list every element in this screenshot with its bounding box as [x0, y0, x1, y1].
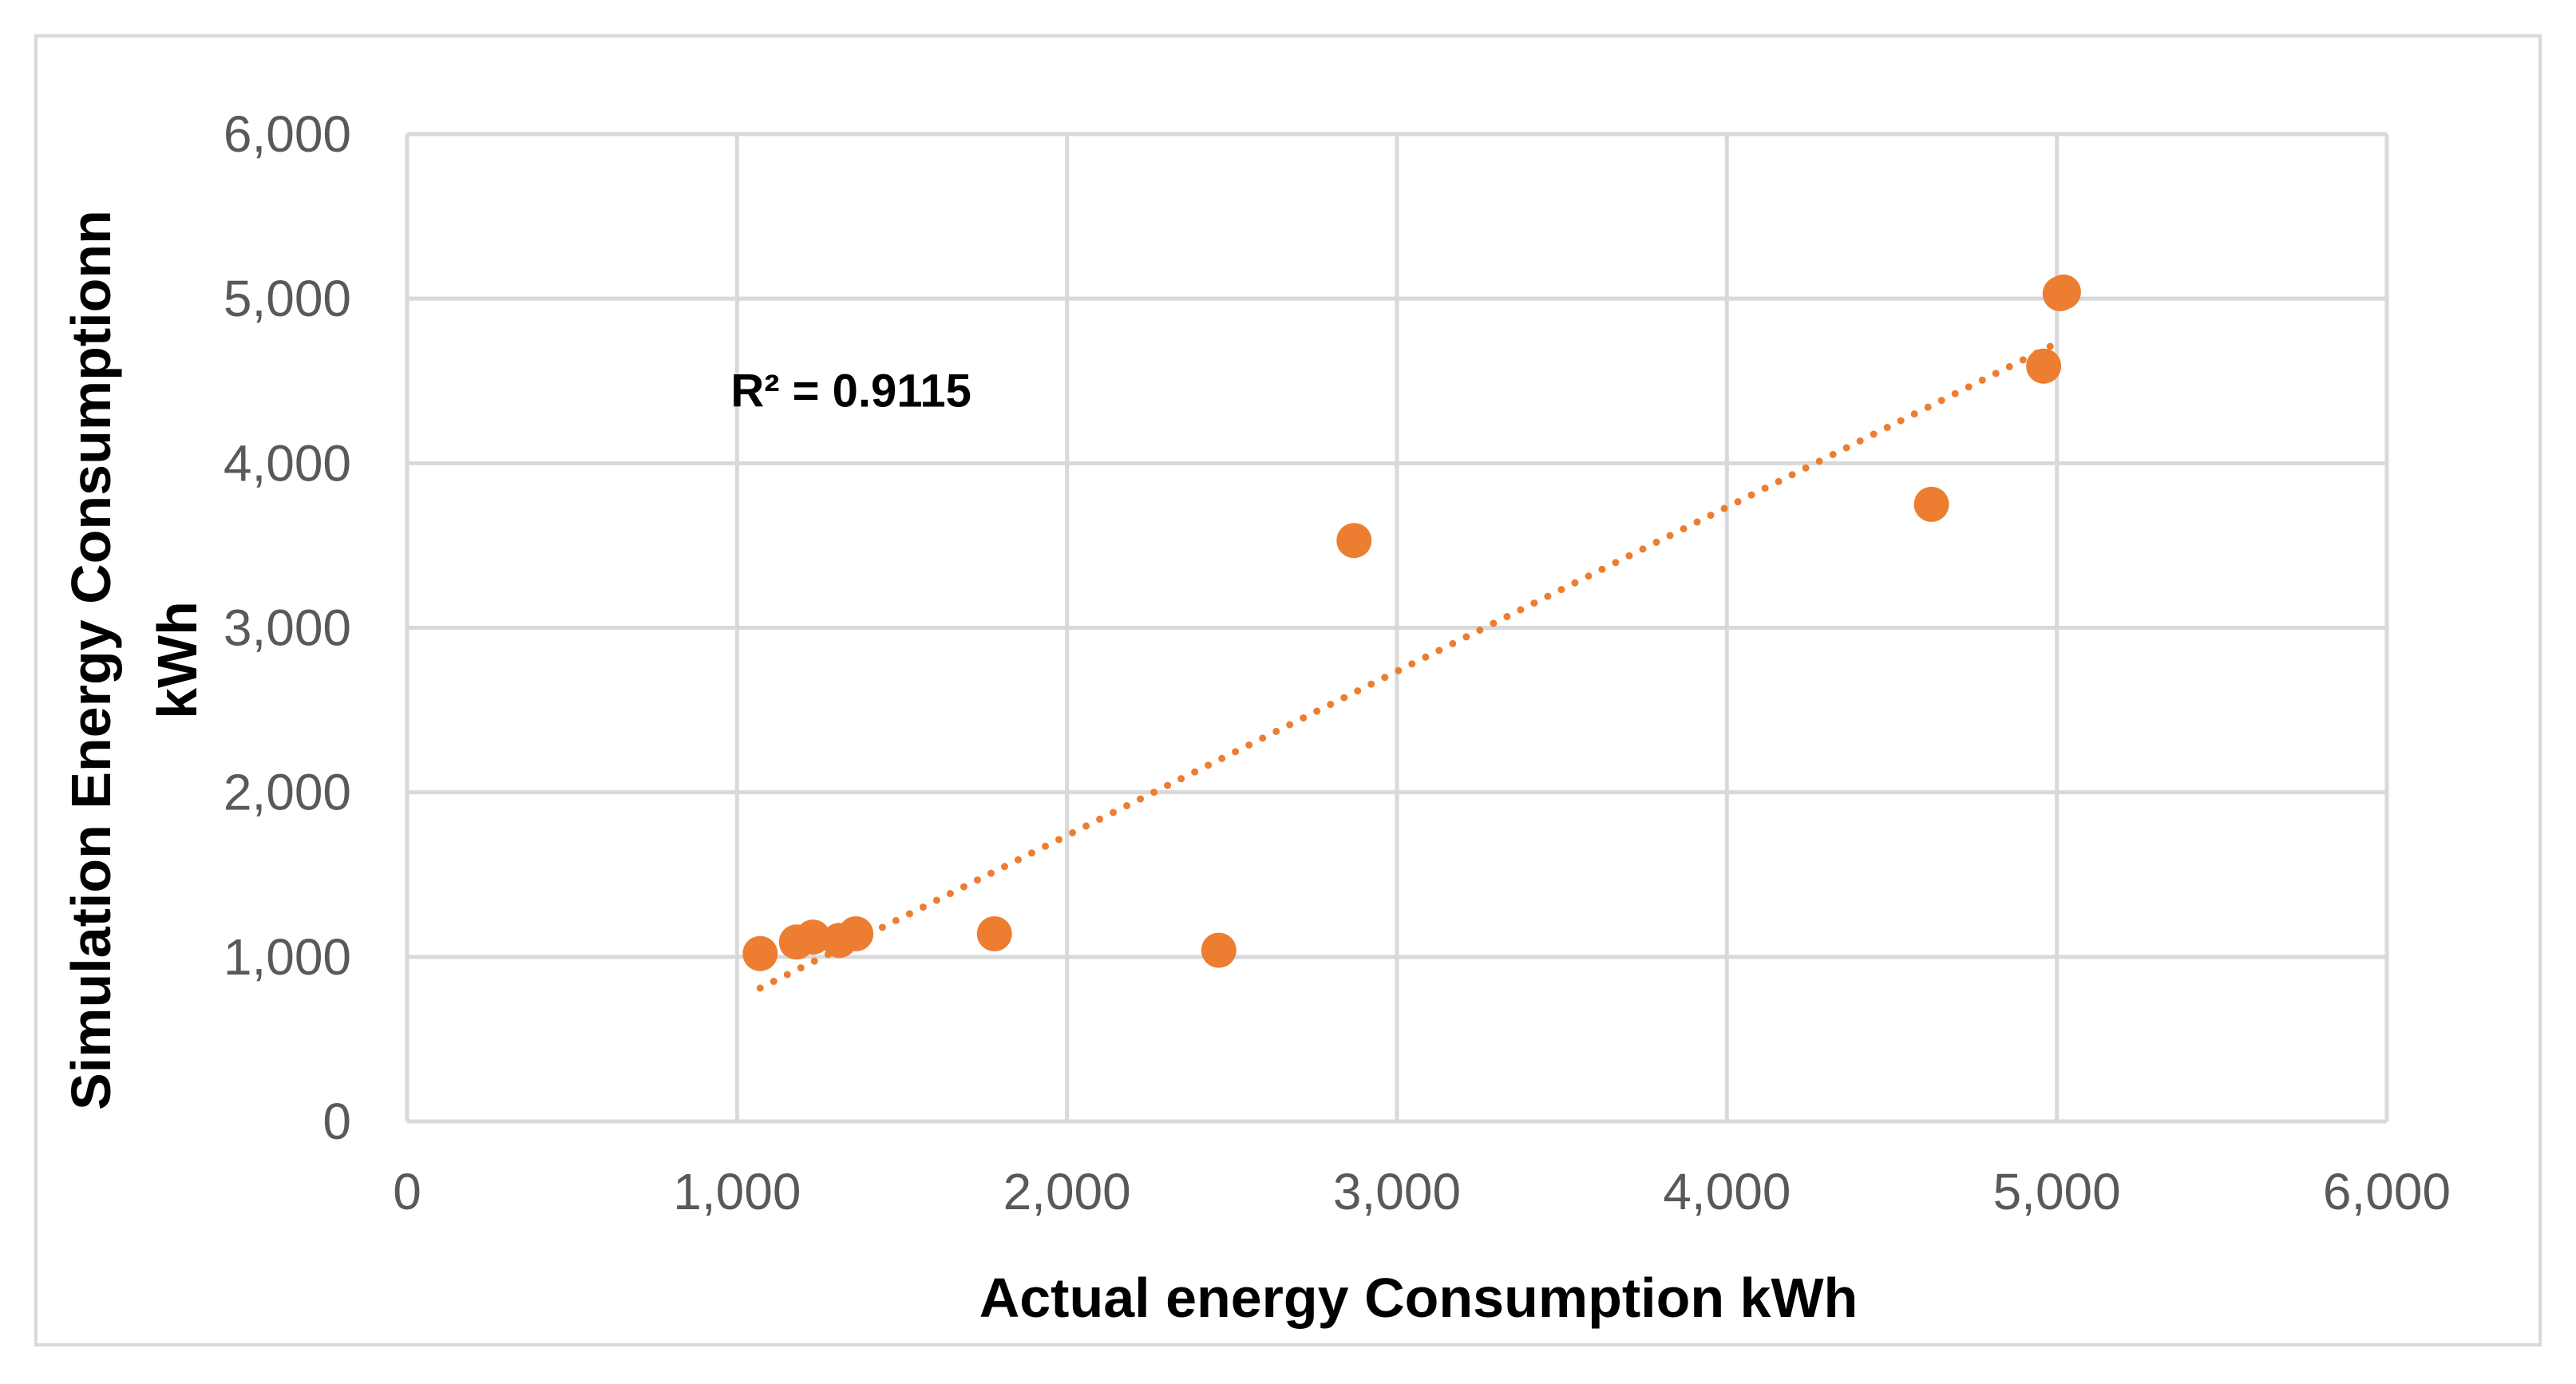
x-tick-label: 2,000 [1003, 1163, 1131, 1220]
y-tick-label: 5,000 [224, 270, 351, 327]
x-tick-label: 0 [393, 1163, 421, 1220]
x-tick-label: 5,000 [1993, 1163, 2121, 1220]
data-point [2045, 274, 2081, 310]
y-axis-title-line-1: Simulation Energy Consumptionn [60, 210, 122, 1110]
data-point [838, 915, 874, 951]
x-tick-label: 1,000 [673, 1163, 801, 1220]
x-tick-label: 6,000 [2323, 1163, 2451, 1220]
y-tick-label: 2,000 [224, 764, 351, 821]
data-point [1201, 932, 1237, 968]
trendline-layer [756, 341, 2058, 992]
y-tick-label: 6,000 [224, 105, 351, 163]
y-tick-label: 3,000 [224, 599, 351, 657]
chart-border [34, 34, 2542, 1346]
data-point [1336, 523, 1372, 559]
x-tick-label: 3,000 [1333, 1163, 1461, 1220]
y-axis-title-group: Simulation Energy Consumptionn kWh [60, 210, 208, 1110]
y-tick-label: 1,000 [224, 928, 351, 986]
trendline [756, 341, 2058, 992]
tick-labels: 0 1,000 2,000 3,000 4,000 5,000 6,000 0 1,000 2,0… [224, 105, 2451, 1220]
y-tick-label: 0 [322, 1093, 351, 1150]
data-point [976, 915, 1012, 951]
data-point [742, 935, 778, 971]
data-point [795, 919, 831, 955]
data-point [2026, 348, 2062, 384]
y-axis-title-line-2: kWh [146, 601, 208, 719]
x-axis-title: Actual energy Consumption kWh [979, 1267, 1858, 1329]
r-squared-annotation: R² = 0.9115 [730, 366, 971, 417]
x-tick-label: 4,000 [1663, 1163, 1791, 1220]
y-tick-label: 4,000 [224, 434, 351, 492]
data-points [742, 274, 2081, 971]
data-point [1913, 486, 1949, 522]
